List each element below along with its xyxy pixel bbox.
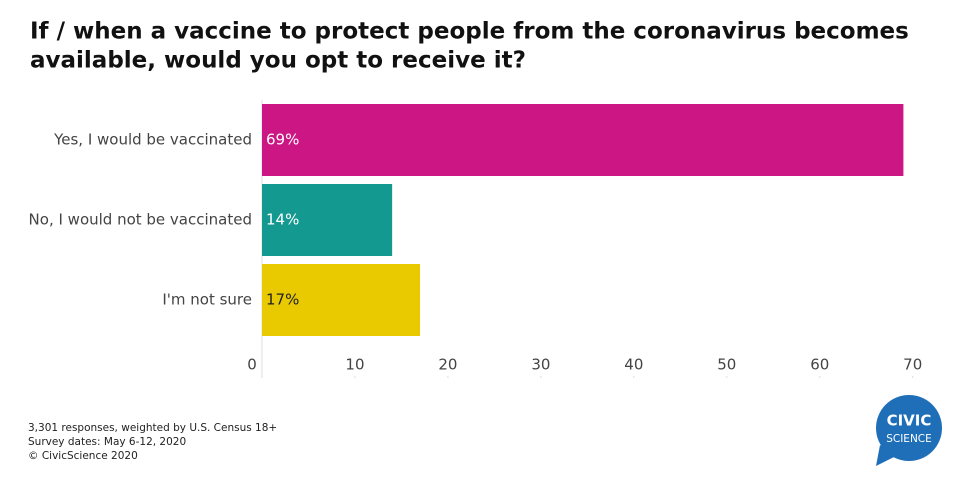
x-tick-label: 60 [810,356,829,374]
logo-circle [876,395,942,461]
chart-title: If / when a vaccine to protect people fr… [30,19,909,45]
logo-tail [876,445,896,466]
bar [262,184,393,256]
x-tick-label: 10 [345,356,364,374]
logo: CIVIC SCIENCE [876,395,942,466]
x-tick-label: 70 [903,356,922,374]
footnote: 3,301 responses, weighted by U.S. Census… [28,422,277,434]
value-label: 69% [266,131,299,149]
chart-title: available, would you opt to receive it? [30,48,526,74]
logo-text: SCIENCE [886,433,932,445]
footnote: Survey dates: May 6-12, 2020 [28,436,186,448]
bar [262,104,904,176]
x-tick-label: 20 [438,356,457,374]
x-tick-label: 30 [531,356,550,374]
x-tick-label: 50 [717,356,736,374]
footnote: © CivicScience 2020 [28,450,138,462]
value-label: 17% [266,291,299,309]
x-tick-label: 40 [624,356,643,374]
bar [262,264,421,336]
value-label: 14% [266,211,299,229]
x-tick-label: 0 [247,356,257,374]
category-label: Yes, I would be vaccinated [53,131,252,149]
logo-text: CIVIC [887,412,932,430]
category-label: No, I would not be vaccinated [29,211,252,229]
category-label: I'm not sure [162,291,252,309]
